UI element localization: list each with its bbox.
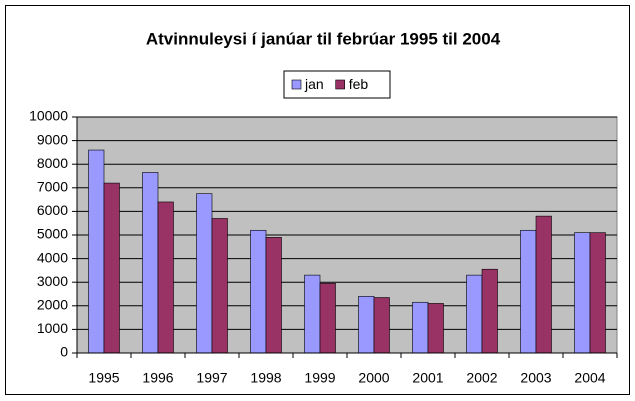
x-tick-label: 1998 <box>250 370 281 386</box>
y-tick-label: 3000 <box>37 273 68 289</box>
x-tick-label: 2004 <box>574 370 605 386</box>
chart-title: Atvinnuleysi í janúar til febrúar 1995 t… <box>146 29 501 48</box>
legend-label: jan <box>304 76 324 92</box>
bar <box>589 232 606 354</box>
bar <box>196 193 213 354</box>
legend-swatch <box>291 79 302 90</box>
bar <box>373 297 390 354</box>
bar <box>466 274 483 354</box>
y-tick-label: 0 <box>60 344 68 360</box>
y-tick-label: 5000 <box>37 226 68 242</box>
x-tick-label: 1997 <box>196 370 227 386</box>
bar <box>250 229 267 354</box>
bar <box>265 237 282 354</box>
bar <box>535 215 552 354</box>
x-tick-label: 1995 <box>88 370 119 386</box>
bar <box>88 149 105 354</box>
y-tick-label: 7000 <box>37 179 68 195</box>
x-tick-label: 2000 <box>358 370 389 386</box>
y-tick-label: 9000 <box>37 131 68 147</box>
y-tick-label: 8000 <box>37 155 68 171</box>
bar <box>520 229 537 354</box>
bar <box>574 232 591 354</box>
bar <box>211 218 228 354</box>
bar <box>319 283 336 354</box>
bar <box>142 172 159 354</box>
x-tick-label: 2001 <box>412 370 443 386</box>
bar <box>481 268 498 354</box>
bar <box>358 296 375 354</box>
bar <box>157 201 174 354</box>
bar <box>304 274 321 354</box>
bar <box>103 182 120 354</box>
bar <box>412 301 429 354</box>
legend-swatch <box>335 79 345 90</box>
bar <box>427 303 444 354</box>
x-tick-label: 1999 <box>304 370 335 386</box>
y-tick-label: 2000 <box>37 297 68 313</box>
y-tick-label: 1000 <box>37 320 68 336</box>
x-tick-label: 2002 <box>466 370 497 386</box>
legend-label: feb <box>349 76 369 92</box>
x-tick-label: 2003 <box>520 370 551 386</box>
y-tick-label: 10000 <box>29 108 68 124</box>
x-tick-label: 1996 <box>142 370 173 386</box>
y-tick-label: 6000 <box>37 202 68 218</box>
y-tick-label: 4000 <box>37 249 68 265</box>
